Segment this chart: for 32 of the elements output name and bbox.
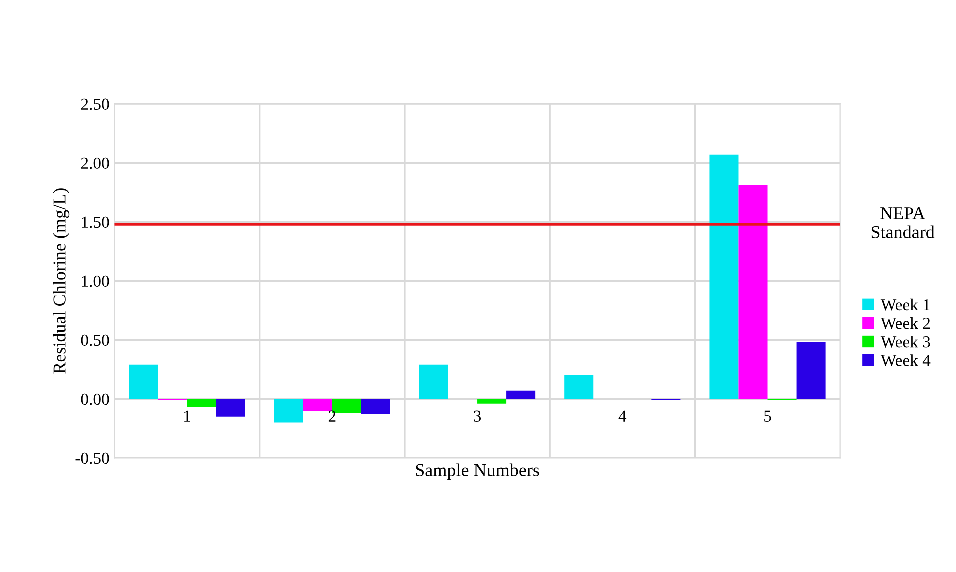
x-tick-label: 2 [328,410,336,422]
bar [274,399,304,423]
y-tick-label: 0.00 [81,394,110,406]
legend-label: Week 2 [880,317,930,330]
bar [796,342,826,400]
y-tick-label: 0.50 [81,334,110,346]
bar [129,364,158,400]
legend-label: Week 3 [880,336,930,348]
bar [506,390,536,400]
y-tick-label: 1.50 [82,216,110,228]
bar [361,399,390,415]
bar [738,186,768,400]
y-tick-label: 1.00 [82,276,110,288]
bar [710,154,739,400]
y-tick-label: -0.50 [76,452,110,464]
x-tick-label: 3 [474,410,482,422]
bar [303,399,332,411]
x-tick-label: 4 [618,410,627,422]
x-axis-title: Sample Numbers [416,464,540,480]
bar [478,399,507,404]
ref-line-label: NEPA Standard [872,207,935,238]
y-tick-label: 2.50 [81,98,110,110]
bar [187,399,216,408]
legend-label: Week 1 [880,298,930,311]
y-tick-label: 2.00 [81,158,110,170]
bar [419,364,448,400]
bar [216,399,246,417]
y-axis-title: Residual Chlorine (mg/L) [53,188,70,374]
x-tick-label: 1 [184,410,190,422]
x-tick-label: 5 [764,410,772,422]
legend-label: Week 4 [880,354,931,366]
bar [564,376,594,400]
